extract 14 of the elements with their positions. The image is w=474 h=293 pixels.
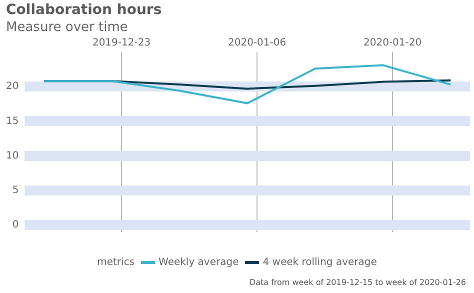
x-tick-label: 2020-01-20 bbox=[364, 38, 422, 49]
chart-subtitle: Measure over time bbox=[6, 20, 128, 35]
legend-label: 4 week rolling average bbox=[262, 257, 377, 268]
y-tick-label: 10 bbox=[6, 150, 19, 162]
chart-title: Collaboration hours bbox=[6, 2, 162, 18]
y-tick-label: 20 bbox=[6, 81, 19, 92]
legend-title: metrics bbox=[97, 257, 135, 268]
x-tick-label: 2020-01-06 bbox=[228, 38, 286, 49]
x-tick-label: 2019-12-23 bbox=[92, 38, 151, 49]
y-tick-label: 15 bbox=[6, 116, 19, 127]
y-tick-label: 5 bbox=[12, 185, 19, 196]
text: Data from week of 2019-12-15 to week of 2020-01-26 bbox=[249, 278, 466, 287]
legend-label: Weekly average bbox=[158, 257, 239, 268]
y-tick-label: 0 bbox=[12, 220, 19, 231]
